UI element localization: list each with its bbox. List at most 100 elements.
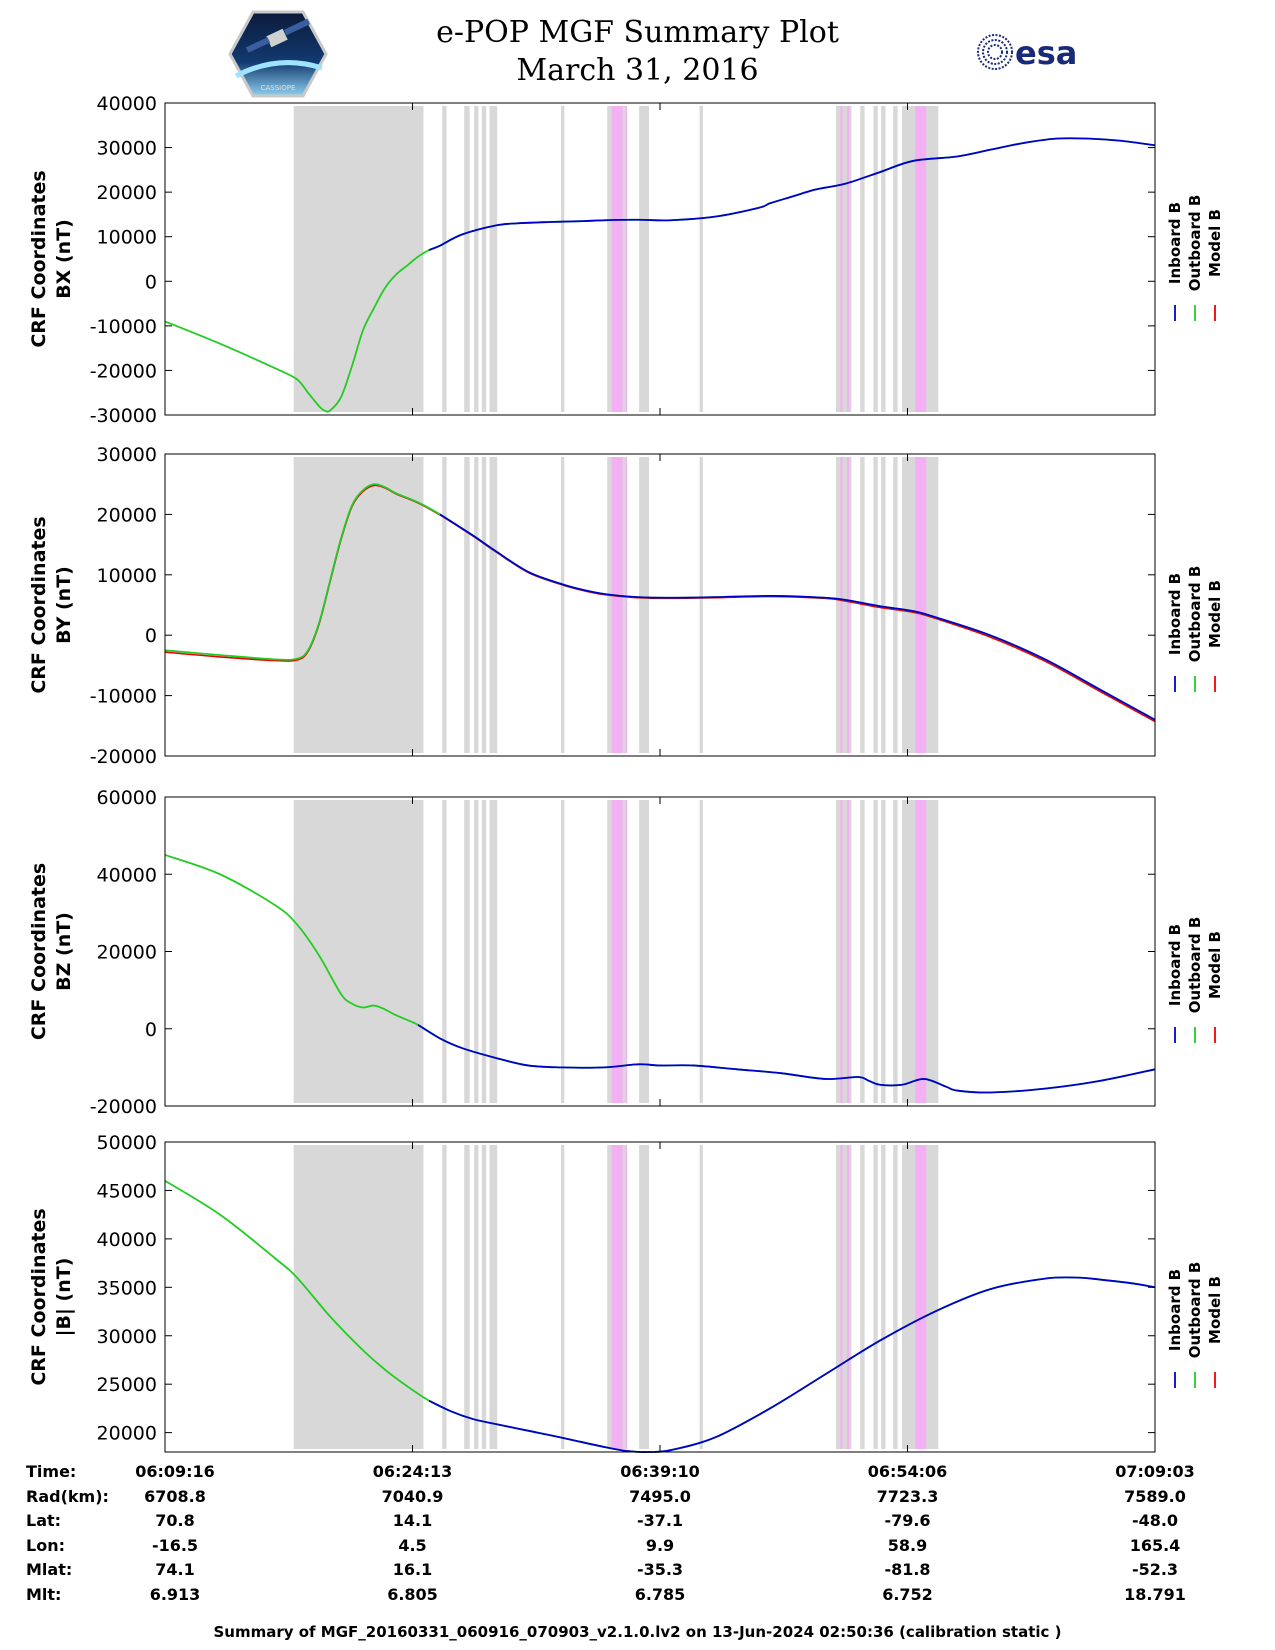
gray-band — [873, 800, 878, 1103]
row-value: -81.8 — [884, 1560, 931, 1579]
y-axis-label-line1: CRF Coordinates — [28, 516, 50, 693]
gray-band — [893, 457, 898, 753]
gray-band — [481, 106, 487, 412]
mgf-summary-plots: -30000 -20000 -10000 0 10000 20000 30000 40000 C… — [28, 93, 1224, 1453]
row-value: 6.913 — [149, 1584, 201, 1604]
legend: Inboard B Outboard B Model B — [1166, 566, 1224, 692]
row-value: -52.3 — [1131, 1560, 1179, 1579]
row-value: -48.0 — [1131, 1511, 1179, 1530]
gray-band — [561, 106, 565, 412]
y-tick-label: 10000 — [97, 227, 157, 249]
gray-band — [474, 1145, 479, 1449]
gray-band — [464, 106, 470, 412]
y-axis-label-line2: BX (nT) — [53, 219, 75, 299]
row-label: Time: — [26, 1462, 77, 1481]
gray-band — [881, 800, 886, 1103]
row-value: -35.3 — [636, 1560, 684, 1579]
shaded-bands — [293, 800, 939, 1103]
gray-band — [873, 1145, 878, 1449]
gray-band — [474, 800, 479, 1103]
y-tick-label: -10000 — [90, 686, 157, 708]
pink-band — [611, 800, 623, 1103]
footer-summary: Summary of MGF_20160331_060916_070903_v2… — [213, 1623, 1062, 1641]
row-value: 70.8 — [155, 1511, 195, 1530]
gray-band — [474, 106, 479, 412]
row-value: 7723.3 — [876, 1486, 939, 1506]
chart-date: March 31, 2016 — [516, 53, 759, 88]
shaded-bands — [293, 1145, 939, 1449]
row-value: 4.5 — [398, 1535, 427, 1555]
y-tick-label: 40000 — [97, 1229, 157, 1251]
series-inboard-b — [428, 137, 1156, 251]
pink-band — [840, 1145, 843, 1449]
gray-band — [881, 106, 886, 412]
y-tick-label: -20000 — [90, 1096, 157, 1118]
y-axis-label-line2: BZ (nT) — [53, 912, 75, 991]
row-value: 7495.0 — [629, 1486, 691, 1506]
pink-band — [625, 1145, 627, 1449]
row-value: 06:54:06 — [867, 1462, 948, 1481]
y-axis-label-line2: |B| (nT) — [53, 1258, 75, 1337]
pink-band — [625, 457, 627, 753]
legend-label: Inboard B — [1166, 1269, 1184, 1351]
row-value: -37.1 — [636, 1511, 684, 1530]
gray-band — [699, 1145, 703, 1449]
pink-band — [840, 800, 843, 1103]
pink-band — [840, 457, 843, 753]
gray-band — [561, 800, 565, 1103]
row-label: Mlt: — [26, 1584, 62, 1604]
legend: Inboard B Outboard B Model B — [1166, 917, 1224, 1043]
y-tick-label: 50000 — [97, 1132, 157, 1154]
gray-band — [481, 457, 487, 753]
row-value: 14.1 — [392, 1511, 433, 1530]
legend-label: Model B — [1206, 580, 1224, 648]
gray-band — [464, 800, 470, 1103]
pink-band — [847, 106, 850, 412]
y-tick-label: 30000 — [97, 1326, 157, 1348]
pink-band — [840, 106, 843, 412]
row-value: 6.752 — [882, 1584, 933, 1604]
gray-band — [464, 457, 470, 753]
gray-band — [474, 457, 479, 753]
row-label: Lon: — [26, 1535, 65, 1555]
chart-title-block: e-POP MGF Summary Plot March 31, 2016 — [0, 14, 1275, 90]
row-value: 18.791 — [1124, 1584, 1186, 1604]
gray-band — [489, 457, 498, 753]
gray-band — [860, 800, 865, 1103]
gray-band — [639, 457, 649, 753]
gray-band — [873, 106, 878, 412]
gray-band — [293, 457, 424, 753]
gray-band — [442, 800, 447, 1103]
gray-band — [442, 106, 447, 412]
row-value: 06:09:16 — [135, 1462, 215, 1481]
gray-band — [293, 1145, 424, 1449]
y-tick-label: 45000 — [97, 1180, 157, 1202]
pink-band — [847, 1145, 850, 1449]
row-value: 6.785 — [634, 1584, 686, 1604]
pink-band — [915, 457, 927, 753]
panel-2: -20000 -10000 0 10000 20000 30000 CRF Coordina… — [28, 444, 1224, 768]
esa-swirl-icon — [977, 34, 1013, 70]
y-tick-label: 10000 — [97, 565, 157, 587]
y-axis-label-line1: CRF Coordinates — [28, 170, 50, 347]
pink-band — [611, 1145, 623, 1449]
cassiope-logo-text: CASSIOPE — [261, 84, 296, 92]
y-tick-label: 20000 — [97, 942, 157, 964]
chart-title: e-POP MGF Summary Plot — [436, 15, 839, 50]
row-value: 06:24:13 — [372, 1462, 453, 1481]
legend-label: Inboard B — [1166, 202, 1184, 284]
pink-band — [611, 457, 623, 753]
y-tick-label: 20000 — [97, 182, 157, 204]
row-value: 6708.8 — [144, 1486, 206, 1506]
row-value: -79.6 — [884, 1511, 931, 1530]
y-tick-label: -20000 — [90, 360, 157, 382]
legend-label: Model B — [1206, 1276, 1224, 1344]
gray-band — [639, 1145, 649, 1449]
row-value: 7040.9 — [381, 1486, 444, 1506]
gray-band — [561, 457, 565, 753]
y-axis-label-line2: BY (nT) — [53, 566, 75, 644]
row-value: 16.1 — [392, 1560, 433, 1579]
gray-band — [442, 1145, 447, 1449]
gray-band — [699, 800, 703, 1103]
gray-band — [293, 106, 424, 412]
